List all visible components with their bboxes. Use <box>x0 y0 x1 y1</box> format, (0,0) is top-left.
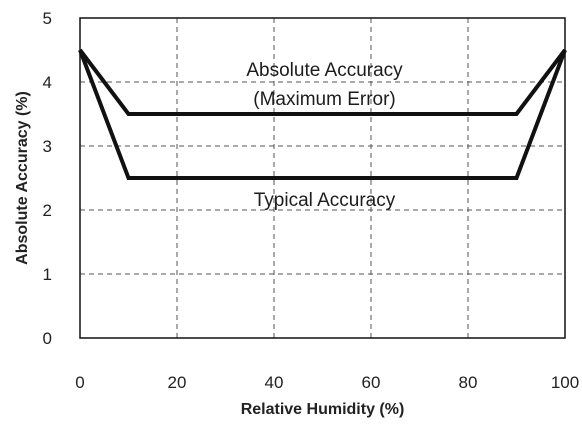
x-tick-label: 40 <box>265 373 284 392</box>
x-tick-label: 80 <box>459 373 478 392</box>
tick-label-layer: 0 20 40 60 80 100 0 1 2 3 4 5 <box>43 9 580 392</box>
typical-accuracy-line <box>78 49 567 180</box>
y-axis-title: Absolute Accuracy (%) <box>14 91 31 265</box>
x-tick-label: 0 <box>75 373 84 392</box>
maximum-error-line <box>78 48 567 116</box>
y-tick-label: 0 <box>43 329 52 348</box>
annotation-label: Typical Accuracy <box>254 190 396 211</box>
x-axis-title: Relative Humidity (%) <box>241 401 405 418</box>
x-tick-label: 100 <box>551 373 579 392</box>
x-tick-label: 60 <box>362 373 381 392</box>
y-tick-label: 2 <box>43 201 52 220</box>
annotation-label: (Maximum Error) <box>253 89 396 110</box>
y-tick-label: 3 <box>43 137 52 156</box>
series-layer <box>78 48 567 180</box>
annotation-label: Absolute Accuracy <box>246 60 403 81</box>
x-tick-label: 20 <box>168 373 187 392</box>
y-tick-label: 5 <box>43 9 52 28</box>
plot-area-frame <box>79 17 566 339</box>
y-tick-label: 4 <box>43 73 52 92</box>
y-tick-label: 1 <box>43 265 52 284</box>
annotation-layer: Absolute Accuracy (Maximum Error) Typical … <box>246 60 403 211</box>
